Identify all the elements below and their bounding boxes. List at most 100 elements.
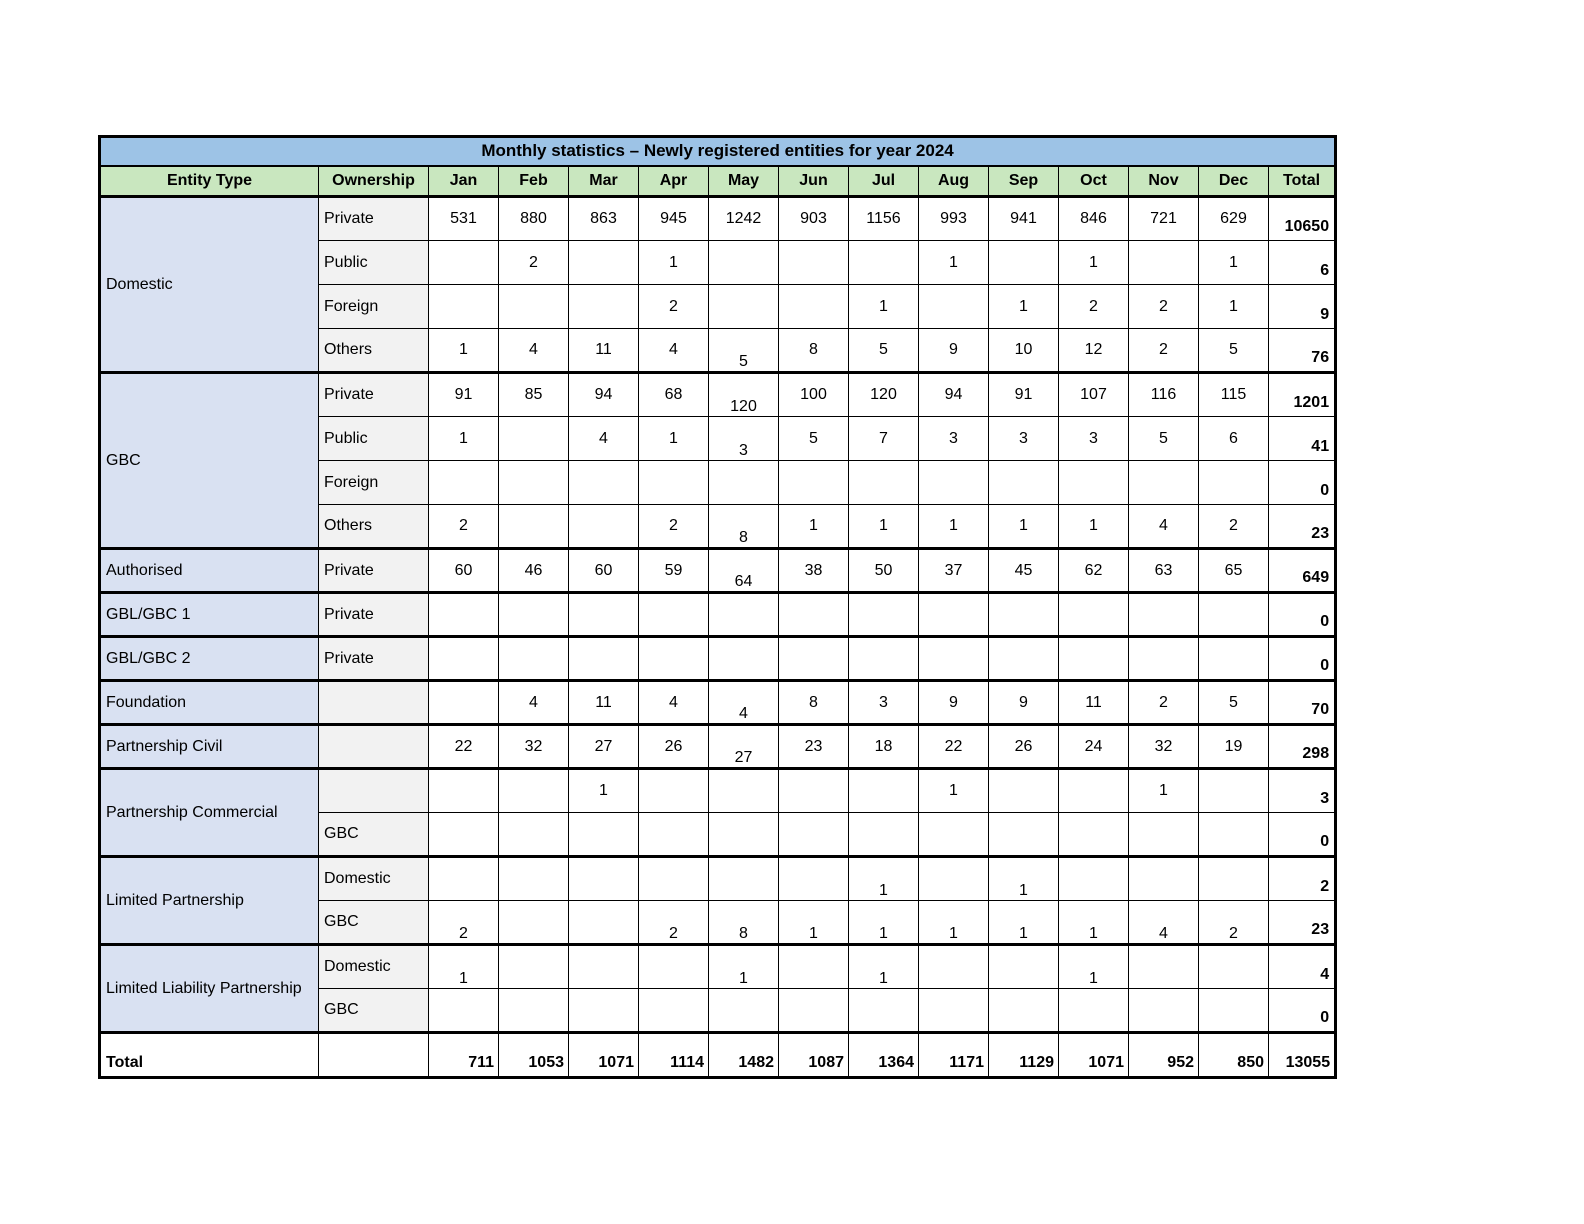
month-value-cell xyxy=(848,988,919,1033)
month-value-cell: 1 xyxy=(918,240,989,285)
month-value-cell xyxy=(498,504,569,549)
month-value-cell: 26 xyxy=(638,723,709,769)
month-value-cell xyxy=(988,240,1059,285)
month-value-cell: 5 xyxy=(708,328,779,373)
month-value-cell: 993 xyxy=(918,196,989,241)
month-value-cell xyxy=(428,240,499,285)
month-value-cell: 10 xyxy=(988,328,1059,373)
grand-total-month-cell: 1087 xyxy=(778,1031,849,1078)
month-value-cell: 1 xyxy=(1058,240,1129,285)
entity-type-cell: GBL/GBC 2 xyxy=(99,635,319,681)
month-value-cell xyxy=(1128,812,1199,857)
table-row: Public 2 1 1 1 1 6 xyxy=(100,240,1337,285)
month-value-cell: 38 xyxy=(778,547,849,593)
table-row: GBC 0 xyxy=(100,812,1337,857)
statistics-table-container: Monthly statistics – Newly registered en… xyxy=(98,135,1338,1079)
month-value-cell xyxy=(708,855,779,901)
month-value-cell: 12 xyxy=(1058,328,1129,373)
row-total-cell: 0 xyxy=(1267,812,1337,857)
row-total-cell: 4 xyxy=(1267,943,1337,989)
month-value-cell xyxy=(778,460,849,505)
month-value-cell: 880 xyxy=(498,196,569,241)
month-value-cell xyxy=(498,635,569,681)
month-value-cell: 60 xyxy=(428,547,499,593)
month-value-cell xyxy=(918,635,989,681)
month-value-cell: 64 xyxy=(708,547,779,593)
month-value-cell: 1 xyxy=(848,943,919,989)
month-value-cell xyxy=(568,988,639,1033)
month-value-cell xyxy=(708,988,779,1033)
month-value-cell xyxy=(428,679,499,725)
month-value-cell xyxy=(778,855,849,901)
row-total-cell: 41 xyxy=(1267,416,1337,461)
header-mar: Mar xyxy=(568,165,639,198)
month-value-cell: 37 xyxy=(918,547,989,593)
month-value-cell: 120 xyxy=(708,371,779,417)
ownership-cell: Foreign xyxy=(318,460,429,505)
month-value-cell: 1 xyxy=(1128,767,1199,813)
month-value-cell xyxy=(708,635,779,681)
row-total-cell: 0 xyxy=(1267,988,1337,1033)
month-value-cell: 1 xyxy=(638,240,709,285)
month-value-cell: 91 xyxy=(428,371,499,417)
month-value-cell xyxy=(498,460,569,505)
table-row: Limited Partnership Domestic 1 1 2 xyxy=(99,855,1337,945)
month-value-cell: 4 xyxy=(638,679,709,725)
entity-type-cell: Authorised xyxy=(99,547,319,593)
table-row: Foreign 0 xyxy=(100,460,1337,505)
month-value-cell xyxy=(708,812,779,857)
month-value-cell xyxy=(988,635,1059,681)
month-value-cell xyxy=(708,460,779,505)
month-value-cell xyxy=(778,767,849,813)
month-value-cell xyxy=(918,591,989,637)
month-value-cell: 1 xyxy=(1058,943,1129,989)
month-value-cell xyxy=(708,240,779,285)
month-value-cell xyxy=(1198,635,1269,681)
month-value-cell: 23 xyxy=(778,723,849,769)
month-value-cell: 2 xyxy=(498,240,569,285)
month-value-cell xyxy=(918,988,989,1033)
ownership-cell: Public xyxy=(318,416,429,461)
ownership-cell: GBC xyxy=(318,988,429,1033)
entity-type-cell: Partnership Commercial xyxy=(99,767,319,857)
month-value-cell: 2 xyxy=(1058,284,1129,329)
month-value-cell: 115 xyxy=(1198,371,1269,417)
month-value-cell: 1 xyxy=(638,416,709,461)
month-value-cell xyxy=(708,284,779,329)
month-value-cell xyxy=(778,812,849,857)
month-value-cell xyxy=(498,943,569,989)
month-value-cell: 24 xyxy=(1058,723,1129,769)
month-value-cell xyxy=(1128,460,1199,505)
month-value-cell: 22 xyxy=(428,723,499,769)
month-value-cell: 4 xyxy=(638,328,709,373)
month-value-cell xyxy=(918,284,989,329)
month-value-cell: 5 xyxy=(1198,328,1269,373)
month-value-cell: 3 xyxy=(708,416,779,461)
header-feb: Feb xyxy=(498,165,569,198)
month-value-cell: 5 xyxy=(1198,679,1269,725)
month-value-cell: 26 xyxy=(988,723,1059,769)
month-value-cell: 4 xyxy=(1128,504,1199,549)
row-total-cell: 23 xyxy=(1267,900,1337,945)
month-value-cell: 4 xyxy=(568,416,639,461)
monthly-statistics-table: Monthly statistics – Newly registered en… xyxy=(98,135,1338,1079)
month-value-cell xyxy=(638,812,709,857)
month-value-cell: 629 xyxy=(1198,196,1269,241)
month-value-cell xyxy=(778,988,849,1033)
month-value-cell xyxy=(988,767,1059,813)
month-value-cell xyxy=(1128,988,1199,1033)
month-value-cell xyxy=(848,812,919,857)
month-value-cell xyxy=(568,591,639,637)
month-value-cell xyxy=(428,635,499,681)
header-ownership: Ownership xyxy=(318,165,429,198)
month-value-cell xyxy=(568,284,639,329)
month-value-cell xyxy=(918,943,989,989)
month-value-cell xyxy=(498,900,569,945)
month-value-cell xyxy=(848,767,919,813)
grand-total-month-cell: 1053 xyxy=(498,1031,569,1078)
month-value-cell: 3 xyxy=(1058,416,1129,461)
month-value-cell: 5 xyxy=(848,328,919,373)
month-value-cell: 8 xyxy=(778,328,849,373)
month-value-cell: 120 xyxy=(848,371,919,417)
row-total-cell: 70 xyxy=(1267,679,1337,725)
